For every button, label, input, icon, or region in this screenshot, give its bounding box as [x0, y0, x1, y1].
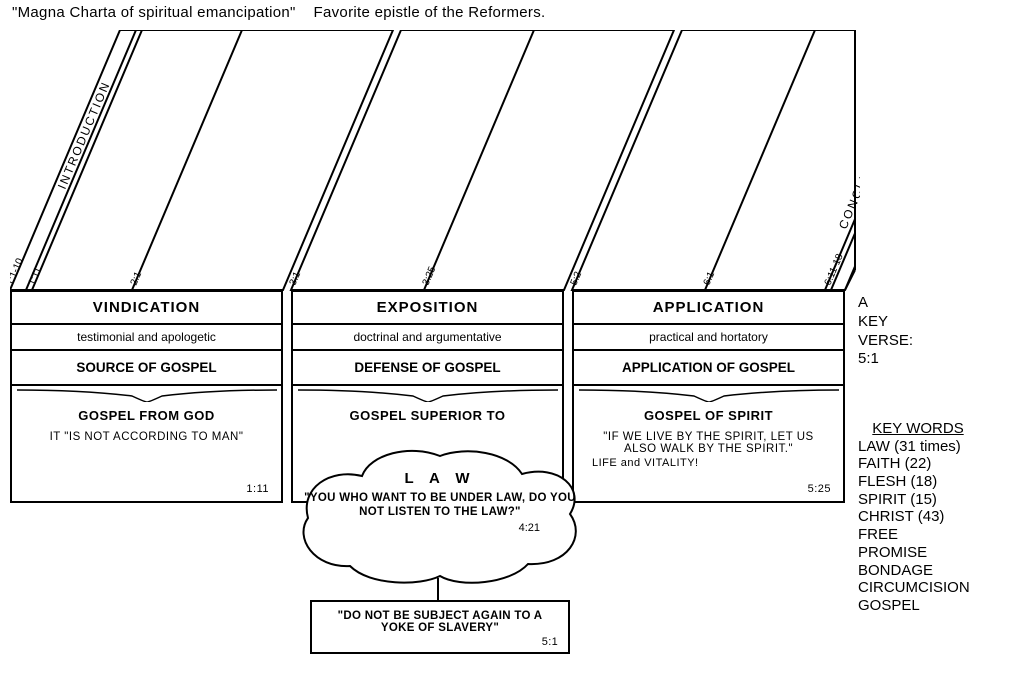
key-verse-block: A KEY VERSE: 5:1: [858, 294, 913, 369]
roof-diagram: 1:1-10 1:11 2:1 3:1 3:25 5:2 6:1 6:11-18…: [10, 30, 860, 292]
cloud-title: L A W: [300, 470, 580, 487]
panel-gospel-block: GOSPEL FROM GOD IT "IS NOT ACCORDING TO …: [12, 386, 281, 501]
brace-icon: [12, 388, 282, 402]
panel-title: EXPOSITION: [293, 292, 562, 325]
key-word-item: CIRCUMCISION: [858, 579, 978, 597]
header-subtitle: Favorite epistle of the Reformers.: [314, 4, 546, 21]
key-verse-line: A: [858, 294, 913, 313]
panel-source: SOURCE OF GOSPEL: [12, 351, 281, 386]
law-cloud: L A W "YOU WHO WANT TO BE UNDER LAW, DO …: [300, 470, 580, 534]
key-verse-line: 5:1: [858, 350, 913, 369]
key-word-item: FLESH (18): [858, 473, 978, 491]
panel-sub: doctrinal and argumentative: [293, 325, 562, 351]
panel-quote: "IF WE LIVE BY THE SPIRIT, LET US ALSO W…: [578, 423, 839, 455]
yoke-quote: "DO NOT BE SUBJECT AGAIN TO A YOKE OF SL…: [338, 610, 543, 634]
cloud-quote: "YOU WHO WANT TO BE UNDER LAW, DO YOU NO…: [300, 491, 580, 520]
header-quote: "Magna Charta of spiritual emancipation": [12, 4, 296, 21]
panel-source: DEFENSE OF GOSPEL: [293, 351, 562, 386]
key-word-item: SPIRIT (15): [858, 491, 978, 509]
key-word-item: PROMISE: [858, 544, 978, 562]
panel-title: VINDICATION: [12, 292, 281, 325]
panel-title: APPLICATION: [574, 292, 843, 325]
panel-source: APPLICATION OF GOSPEL: [574, 351, 843, 386]
yoke-box: "DO NOT BE SUBJECT AGAIN TO A YOKE OF SL…: [310, 600, 570, 654]
page-header: "Magna Charta of spiritual emancipation"…: [12, 4, 545, 21]
brace-icon: [574, 388, 844, 402]
panel-ref: 5:25: [808, 483, 831, 495]
panel-quote: IT "IS NOT ACCORDING TO MAN": [16, 423, 277, 443]
key-word-item: FREE: [858, 526, 978, 544]
panel-sub: practical and hortatory: [574, 325, 843, 351]
panel-gospel: GOSPEL FROM GOD: [16, 408, 277, 423]
panel-ref: 1:11: [246, 483, 269, 495]
panel-vindication: VINDICATION testimonial and apologetic S…: [10, 290, 283, 503]
panel-gospel-block: GOSPEL OF SPIRIT "IF WE LIVE BY THE SPIR…: [574, 386, 843, 501]
key-word-item: BONDAGE: [858, 562, 978, 580]
key-words-title: KEY WORDS: [858, 420, 978, 438]
key-word-item: FAITH (22): [858, 455, 978, 473]
panel-gospel: GOSPEL SUPERIOR TO: [297, 408, 558, 423]
panel-sub: testimonial and apologetic: [12, 325, 281, 351]
panel-application: APPLICATION practical and hortatory APPL…: [572, 290, 845, 503]
key-words-block: KEY WORDS LAW (31 times) FAITH (22) FLES…: [858, 420, 978, 615]
key-verse-line: VERSE:: [858, 332, 913, 351]
cloud-connector: [437, 578, 439, 600]
key-word-item: CHRIST (43): [858, 508, 978, 526]
yoke-ref: 5:1: [542, 636, 558, 648]
key-word-item: LAW (31 times): [858, 438, 978, 456]
key-word-item: GOSPEL: [858, 597, 978, 615]
brace-icon: [293, 388, 563, 402]
panel-tag: LIFE and VITALITY!: [578, 455, 839, 469]
panel-gospel: GOSPEL OF SPIRIT: [578, 408, 839, 423]
key-verse-line: KEY: [858, 313, 913, 332]
cloud-ref: 4:21: [300, 522, 580, 534]
